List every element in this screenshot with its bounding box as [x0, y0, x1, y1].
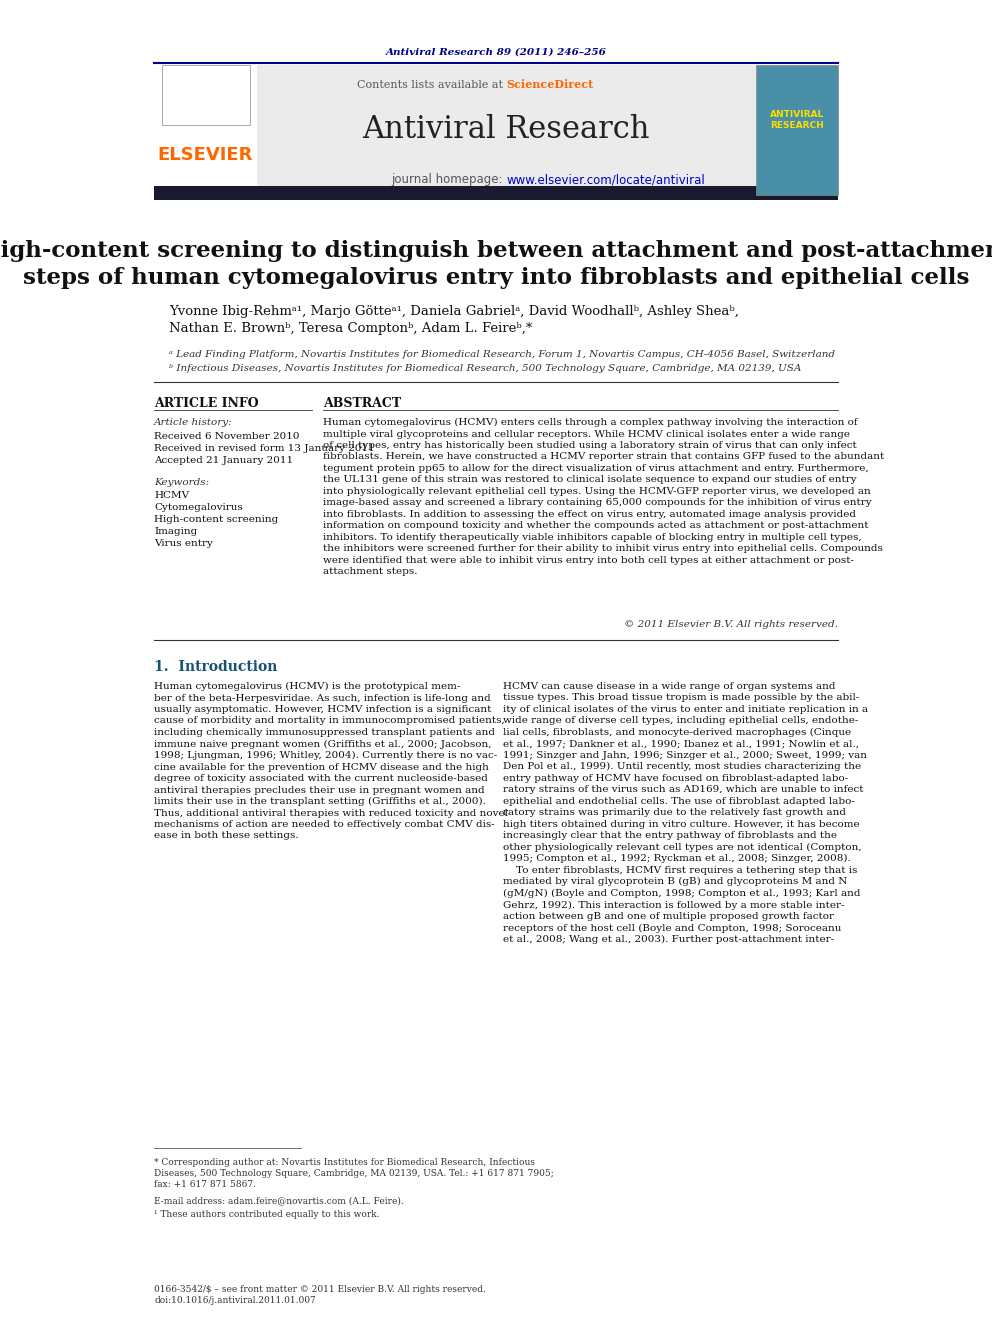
Text: journal homepage:: journal homepage: — [391, 173, 506, 187]
Text: High-content screening to distinguish between attachment and post-attachment
ste: High-content screening to distinguish be… — [0, 239, 992, 290]
Bar — [154, 187, 838, 200]
Bar — [756, 65, 838, 194]
Text: Contents lists available at: Contents lists available at — [357, 79, 506, 90]
Bar — [257, 65, 756, 194]
Text: 1.  Introduction: 1. Introduction — [154, 660, 278, 673]
Text: ᵃ Lead Finding Platform, Novartis Institutes for Biomedical Research, Forum 1, N: ᵃ Lead Finding Platform, Novartis Instit… — [169, 351, 835, 359]
Text: ABSTRACT: ABSTRACT — [322, 397, 401, 410]
Text: Received 6 November 2010: Received 6 November 2010 — [154, 433, 300, 441]
Text: ARTICLE INFO: ARTICLE INFO — [154, 397, 259, 410]
Text: Antiviral Research: Antiviral Research — [362, 115, 650, 146]
Text: High-content screening: High-content screening — [154, 515, 279, 524]
Text: ᵇ Infectious Diseases, Novartis Institutes for Biomedical Research, 500 Technolo: ᵇ Infectious Diseases, Novartis Institut… — [169, 364, 802, 373]
Text: Antiviral Research 89 (2011) 246–256: Antiviral Research 89 (2011) 246–256 — [386, 48, 606, 57]
Text: ¹ These authors contributed equally to this work.: ¹ These authors contributed equally to t… — [154, 1211, 380, 1218]
Text: Yvonne Ibig-Rehmᵃ¹, Marjo Götteᵃ¹, Daniela Gabrielᵃ, David Woodhallᵇ, Ashley She: Yvonne Ibig-Rehmᵃ¹, Marjo Götteᵃ¹, Danie… — [169, 306, 739, 335]
Text: Human cytomegalovirus (HCMV) enters cells through a complex pathway involving th: Human cytomegalovirus (HCMV) enters cell… — [322, 418, 884, 576]
Text: HCMV: HCMV — [154, 491, 189, 500]
Text: Accepted 21 January 2011: Accepted 21 January 2011 — [154, 456, 294, 464]
Text: * Corresponding author at: Novartis Institutes for Biomedical Research, Infectio: * Corresponding author at: Novartis Inst… — [154, 1158, 554, 1189]
Text: Cytomegalovirus: Cytomegalovirus — [154, 503, 243, 512]
Text: Article history:: Article history: — [154, 418, 233, 427]
Text: E-mail address: adam.feire@novartis.com (A.L. Feire).: E-mail address: adam.feire@novartis.com … — [154, 1196, 404, 1205]
Text: Imaging: Imaging — [154, 527, 197, 536]
Text: ANTIVIRAL
RESEARCH: ANTIVIRAL RESEARCH — [770, 110, 824, 130]
Text: Virus entry: Virus entry — [154, 538, 213, 548]
Text: ELSEVIER: ELSEVIER — [158, 146, 253, 164]
Text: 0166-3542/$ – see front matter © 2011 Elsevier B.V. All rights reserved.
doi:10.: 0166-3542/$ – see front matter © 2011 El… — [154, 1285, 486, 1304]
Text: Received in revised form 13 January 2011: Received in revised form 13 January 2011 — [154, 445, 375, 452]
Text: HCMV can cause disease in a wide range of organ systems and
tissue types. This b: HCMV can cause disease in a wide range o… — [503, 681, 868, 945]
Text: © 2011 Elsevier B.V. All rights reserved.: © 2011 Elsevier B.V. All rights reserved… — [624, 620, 838, 628]
Text: Human cytomegalovirus (HCMV) is the prototypical mem-
ber of the beta-Herpesviri: Human cytomegalovirus (HCMV) is the prot… — [154, 681, 508, 840]
Text: www.elsevier.com/locate/antiviral: www.elsevier.com/locate/antiviral — [506, 173, 705, 187]
Text: ScienceDirect: ScienceDirect — [506, 79, 593, 90]
Bar — [162, 65, 250, 124]
Text: Keywords:: Keywords: — [154, 478, 209, 487]
